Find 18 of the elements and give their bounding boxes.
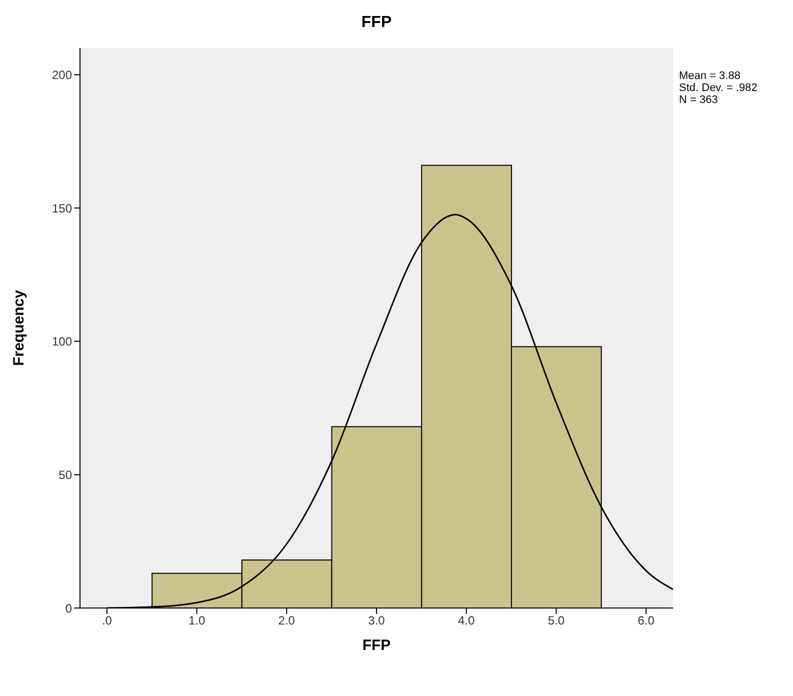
y-tick-label: 150 <box>52 201 72 216</box>
x-tick-label: 4.0 <box>458 614 476 628</box>
x-tick-label: 1.0 <box>188 614 206 628</box>
text: N = 363 <box>679 94 719 106</box>
x-tick-label: 3.0 <box>368 614 386 628</box>
y-tick-label: 0 <box>65 601 72 616</box>
x-tick-label: 5.0 <box>548 614 565 628</box>
x-axis-title: FFP <box>362 637 391 654</box>
text: Std. Dev. = .982 <box>679 82 758 94</box>
y-tick-label: 100 <box>52 334 72 349</box>
text: Mean = 3.88 <box>679 70 742 82</box>
chart-title: FFP <box>360 14 393 32</box>
y-axis-title: Frequency <box>10 289 28 366</box>
x-tick-label: 6.0 <box>638 614 655 628</box>
x-tick-label: 2.0 <box>278 614 296 628</box>
y-tick-label: 50 <box>58 468 72 482</box>
y-tick-label: 200 <box>52 68 72 82</box>
x-tick-label: .0 <box>102 614 112 628</box>
